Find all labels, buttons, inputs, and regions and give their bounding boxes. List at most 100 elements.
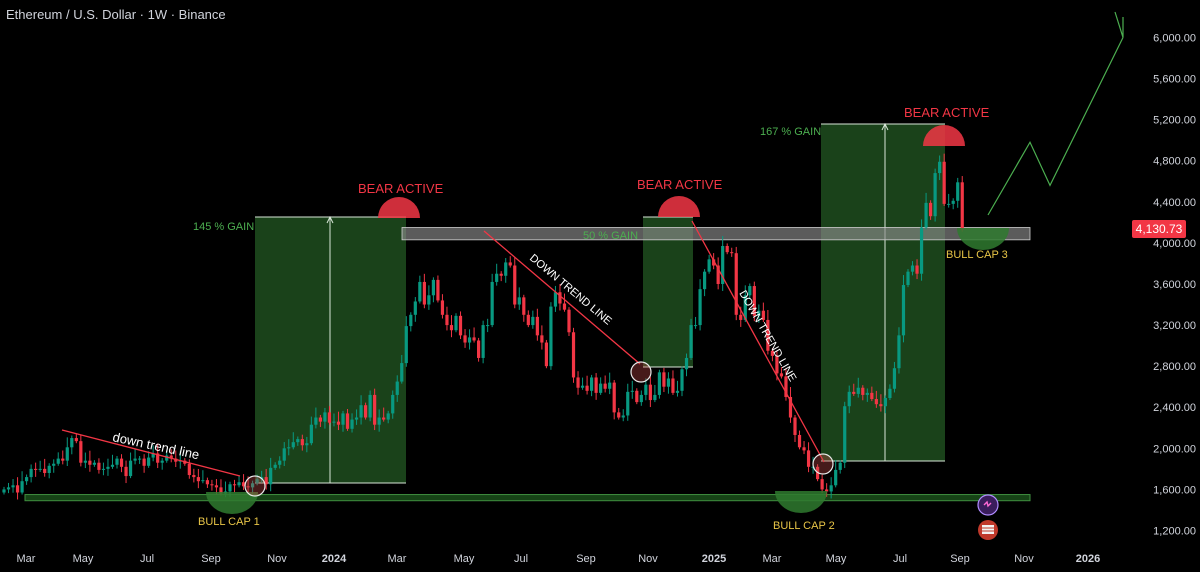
- gain-label-3: 167 % GAIN: [760, 126, 821, 138]
- time-tick-label: Nov: [267, 553, 287, 565]
- candle-body: [766, 319, 770, 351]
- candle-body: [142, 458, 146, 466]
- candle-body: [119, 458, 124, 467]
- candle-body: [834, 469, 838, 486]
- candle-body: [788, 396, 793, 418]
- price-tick-label: 5,200.00: [1153, 115, 1196, 127]
- bull-cap-label-1: BULL CAP 1: [198, 516, 260, 528]
- time-tick-label: Jul: [514, 553, 528, 565]
- candle-body: [526, 314, 530, 326]
- candle-body: [246, 486, 250, 488]
- candle-body: [6, 487, 11, 490]
- candle-body: [232, 484, 237, 486]
- candle-body: [942, 161, 946, 204]
- time-tick-label: Sep: [201, 553, 221, 565]
- bull-cap-3: [957, 228, 1009, 250]
- breakout-circle-marker: [244, 475, 266, 497]
- candle-body: [354, 417, 359, 420]
- candle-body: [861, 387, 865, 395]
- candle-body: [92, 462, 96, 465]
- candle-body: [404, 326, 408, 364]
- side-icons: [977, 494, 999, 540]
- sparkle-icon-glyph: [983, 500, 992, 508]
- candle-body: [151, 453, 155, 458]
- candle-body: [481, 325, 485, 358]
- candle-body: [499, 273, 503, 276]
- price-axis[interactable]: 6,000.00 5,600.00 5,200.00 4,800.00 4,400.00…: [1153, 32, 1196, 537]
- candle-body: [52, 463, 56, 466]
- candle-body: [341, 413, 345, 425]
- candle-body: [287, 447, 291, 449]
- candle-body: [662, 372, 666, 387]
- candle-body: [648, 384, 652, 401]
- candle-body: [757, 310, 761, 316]
- candle-body: [43, 468, 47, 473]
- candle-body: [707, 259, 711, 272]
- candle-body: [856, 387, 860, 394]
- time-tick-label: Mar: [388, 553, 407, 565]
- breakout-circle-marker: [630, 361, 652, 383]
- candle-body: [666, 378, 671, 387]
- candle-body: [599, 383, 603, 393]
- candle-body: [201, 480, 205, 482]
- candle-body: [775, 355, 779, 374]
- candle-body: [585, 385, 589, 391]
- candle-body: [671, 378, 675, 393]
- candle-body: [264, 477, 268, 485]
- candle-body: [806, 450, 811, 467]
- candle-body: [449, 325, 454, 331]
- candle-body: [477, 340, 481, 358]
- candle-body: [15, 485, 20, 493]
- chart-title: Ethereum / U.S. Dollar · 1W · Binance: [6, 7, 226, 22]
- candle-body: [635, 390, 639, 403]
- candle-body: [504, 262, 508, 276]
- candle-body: [793, 417, 797, 435]
- candle-body: [689, 325, 693, 358]
- candle-body: [418, 281, 422, 302]
- candle-body: [956, 182, 960, 201]
- candle-body: [770, 350, 774, 356]
- gain-arrow-head: [881, 122, 889, 131]
- time-tick-label: Mar: [763, 553, 782, 565]
- projection-arrow-head: [1114, 11, 1124, 38]
- candle-body: [413, 301, 417, 315]
- candle-body: [612, 382, 616, 413]
- candle-body: [205, 480, 209, 485]
- candle-body: [382, 417, 386, 420]
- time-tick-label: 2024: [322, 553, 347, 565]
- gain-zone-3: [821, 124, 945, 461]
- candle-body: [938, 161, 942, 174]
- candle-body: [553, 292, 558, 307]
- candle-body: [838, 462, 842, 470]
- candle-body: [906, 271, 910, 286]
- time-axis[interactable]: Mar May Jul Sep Nov 2024 Mar May Jul Sep Nov 2025 Ma…: [17, 553, 1101, 565]
- price-tick-label: 2,800.00: [1153, 361, 1196, 373]
- candle-body: [128, 460, 133, 477]
- candle-body: [847, 391, 851, 407]
- time-tick-label: Nov: [638, 553, 658, 565]
- candle-body: [445, 314, 449, 326]
- bull-cap-1: [206, 492, 258, 514]
- gain-arrow-head: [326, 215, 334, 224]
- candle-body: [400, 363, 404, 382]
- candle-body: [124, 466, 128, 477]
- price-tick-label: 2,000.00: [1153, 443, 1196, 455]
- candle-body: [174, 458, 178, 462]
- candle-body: [680, 369, 684, 391]
- resistance-band: [401, 227, 1031, 241]
- candle-body: [919, 227, 924, 274]
- candle-body: [703, 271, 707, 290]
- candle-body: [377, 417, 381, 425]
- candle-body: [698, 289, 702, 326]
- time-tick-label: Nov: [1014, 553, 1034, 565]
- candle-body: [495, 273, 499, 282]
- candle-body: [562, 303, 567, 310]
- candle-body: [901, 285, 906, 336]
- candle-body: [11, 485, 15, 488]
- price-tick-label: 3,200.00: [1153, 320, 1196, 332]
- candle-body: [458, 315, 463, 336]
- candle-body: [675, 390, 680, 393]
- bull-cap-label-2: BULL CAP 2: [773, 520, 835, 532]
- candle-body: [2, 489, 6, 493]
